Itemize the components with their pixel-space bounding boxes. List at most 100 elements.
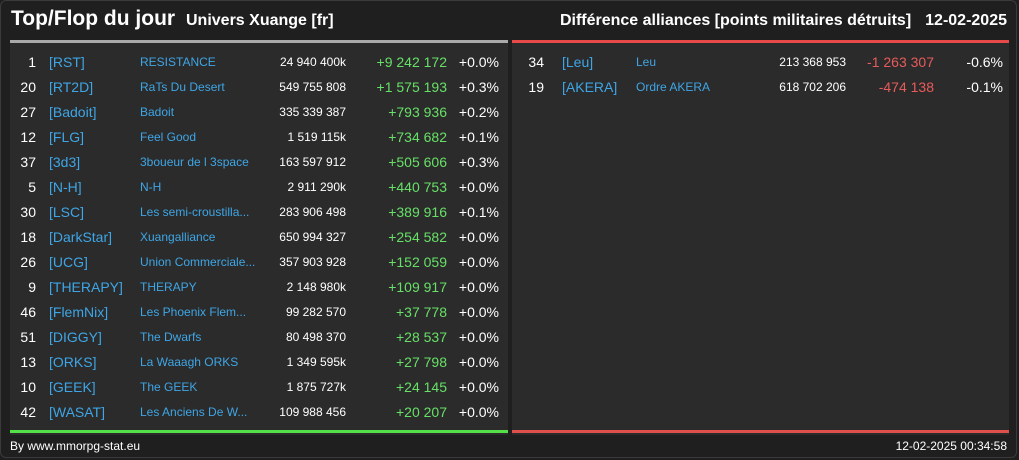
rank-cell: 51 — [20, 329, 36, 345]
alliance-tag-link[interactable]: [WASAT] — [49, 404, 105, 420]
diff-cell: +793 936 — [388, 104, 447, 120]
rank-cell: 12 — [20, 129, 36, 145]
flop-panel: 34 [Leu] Leu 213 368 953 -1 263 307 -0.6% 19 [A… — [512, 40, 1009, 435]
points-cell: 335 339 387 — [279, 105, 346, 119]
points-cell: 99 282 570 — [285, 305, 346, 319]
alliance-tag-link[interactable]: [FLG] — [49, 129, 85, 145]
header-right: Différence alliances [points militaires … — [560, 12, 1007, 30]
alliance-tag-link[interactable]: [AKERA] — [562, 79, 618, 95]
top-panel-underline — [10, 430, 508, 433]
rank-cell: 9 — [28, 279, 36, 295]
alliance-name-link[interactable]: 3boueur de l 3space — [140, 155, 249, 169]
alliance-tag-link[interactable]: [N-H] — [49, 179, 82, 195]
percent-cell: +0.0% — [458, 254, 499, 270]
top-row: 13 [ORKS] La Waaagh ORKS 1 349 595k +27 798 +… — [10, 350, 508, 375]
percent-cell: +0.3% — [458, 79, 499, 95]
diff-cell: +734 682 — [388, 129, 447, 145]
rank-cell: 30 — [20, 204, 36, 220]
alliance-name-link[interactable]: THERAPY — [140, 280, 197, 294]
points-cell: 2 911 290k — [287, 180, 347, 194]
percent-cell: +0.0% — [458, 229, 499, 245]
alliance-name-link[interactable]: The Dwarfs — [140, 330, 202, 344]
points-cell: 1 349 595k — [286, 355, 346, 369]
flop-row: 19 [AKERA] Ordre AKERA 618 702 206 -474 138 -… — [512, 75, 1009, 100]
points-cell: 24 940 400k — [279, 55, 346, 69]
alliance-name-link[interactable]: Ordre AKERA — [636, 80, 711, 94]
alliance-tag-link[interactable]: [Leu] — [562, 54, 594, 70]
rank-cell: 18 — [20, 229, 36, 245]
percent-cell: +0.0% — [458, 329, 499, 345]
points-cell: 80 498 370 — [285, 330, 346, 344]
top-row: 37 [3d3] 3boueur de l 3space 163 597 912 +50… — [10, 150, 508, 175]
flop-row: 34 [Leu] Leu 213 368 953 -1 263 307 -0.6% — [512, 50, 1009, 75]
percent-cell: +0.1% — [458, 129, 499, 145]
alliance-name-link[interactable]: Les Anciens De W... — [140, 405, 248, 419]
points-cell: 1 875 727k — [286, 380, 346, 394]
alliance-tag-link[interactable]: [FlemNix] — [49, 304, 109, 320]
top-row: 46 [FlemNix] Les Phoenix Flem... 99 282 570… — [10, 300, 508, 325]
alliance-name-link[interactable]: Union Commerciale... — [140, 255, 256, 269]
top-row: 12 [FLG] Feel Good 1 519 115k +734 682 +0.1% — [10, 125, 508, 150]
alliance-tag-link[interactable]: [DIGGY] — [49, 329, 102, 345]
alliance-tag-link[interactable]: [UCG] — [49, 254, 88, 270]
diff-cell: +254 582 — [388, 229, 447, 245]
diff-cell: +27 798 — [396, 354, 447, 370]
diff-cell: +389 916 — [388, 204, 447, 220]
alliance-name-link[interactable]: Xuangalliance — [140, 230, 216, 244]
alliance-tag-link[interactable]: [DarkStar] — [49, 229, 113, 245]
page-title: Top/Flop du jour — [11, 7, 176, 30]
percent-cell: +0.0% — [458, 354, 499, 370]
top-row: 10 [GEEK] The GEEK 1 875 727k +24 145 +0.0% — [10, 375, 508, 400]
rank-cell: 34 — [528, 54, 544, 70]
top-panel: 1 [RST] RESISTANCE 24 940 400k +9 242 172 +0.… — [10, 40, 508, 435]
alliance-name-link[interactable]: RaTs Du Desert — [140, 80, 225, 94]
top-row: 18 [DarkStar] Xuangalliance 650 994 327 +254… — [10, 225, 508, 250]
header: Top/Flop du jour Univers Xuange [fr] Dif… — [0, 0, 1019, 40]
header-date: 12-02-2025 — [925, 12, 1007, 29]
diff-cell: +24 145 — [396, 379, 447, 395]
diff-cell: +109 917 — [388, 279, 447, 295]
alliance-tag-link[interactable]: [THERAPY] — [49, 279, 123, 295]
rank-cell: 46 — [20, 304, 36, 320]
percent-cell: +0.0% — [458, 54, 499, 70]
alliance-tag-link[interactable]: [Badoit] — [49, 104, 97, 120]
alliance-tag-link[interactable]: [LSC] — [49, 204, 85, 220]
alliance-name-link[interactable]: RESISTANCE — [140, 55, 216, 69]
points-cell: 213 368 953 — [779, 55, 846, 69]
rank-cell: 13 — [20, 354, 36, 370]
top-row: 1 [RST] RESISTANCE 24 940 400k +9 242 172 +0.… — [10, 50, 508, 75]
rank-cell: 19 — [528, 79, 544, 95]
points-cell: 109 988 456 — [279, 405, 346, 419]
alliance-name-link[interactable]: The GEEK — [140, 380, 198, 394]
top-row: 9 [THERAPY] THERAPY 2 148 980k +109 917 +0.0% — [10, 275, 508, 300]
alliance-name-link[interactable]: Les semi-croustilla... — [140, 205, 250, 219]
alliance-tag-link[interactable]: [RST] — [49, 54, 85, 70]
top-row: 42 [WASAT] Les Anciens De W... 109 988 456 +… — [10, 400, 508, 425]
flop-panel-underline — [512, 430, 1009, 433]
alliance-name-link[interactable]: La Waaagh ORKS — [140, 355, 239, 369]
points-cell: 2 148 980k — [286, 280, 346, 294]
alliance-name-link[interactable]: Les Phoenix Flem... — [140, 305, 247, 319]
alliance-tag-link[interactable]: [RT2D] — [49, 79, 94, 95]
alliance-name-link[interactable]: Leu — [636, 55, 657, 69]
alliance-name-link[interactable]: Badoit — [140, 105, 175, 119]
points-cell: 618 702 206 — [779, 80, 846, 94]
alliance-tag-link[interactable]: [3d3] — [49, 154, 81, 170]
footer-credit[interactable]: By www.mmorpg-stat.eu — [10, 439, 141, 453]
rank-cell: 20 — [20, 79, 36, 95]
alliance-tag-link[interactable]: [GEEK] — [49, 379, 96, 395]
points-cell: 357 903 928 — [279, 255, 346, 269]
top-row: 5 [N-H] N-H 2 911 290k +440 753 +0.0% — [10, 175, 508, 200]
diff-cell: -474 138 — [878, 79, 934, 95]
diff-cell: +1 575 193 — [376, 79, 447, 95]
percent-cell: -0.1% — [966, 79, 1003, 95]
percent-cell: +0.1% — [458, 204, 499, 220]
alliance-name-link[interactable]: Feel Good — [140, 130, 197, 144]
diff-cell: +28 537 — [396, 329, 447, 345]
rank-cell: 27 — [20, 104, 36, 120]
points-cell: 283 906 498 — [279, 205, 346, 219]
percent-cell: +0.0% — [458, 404, 499, 420]
alliance-tag-link[interactable]: [ORKS] — [49, 354, 97, 370]
alliance-name-link[interactable]: N-H — [140, 180, 162, 194]
top-row: 30 [LSC] Les semi-croustilla... 283 906 498… — [10, 200, 508, 225]
